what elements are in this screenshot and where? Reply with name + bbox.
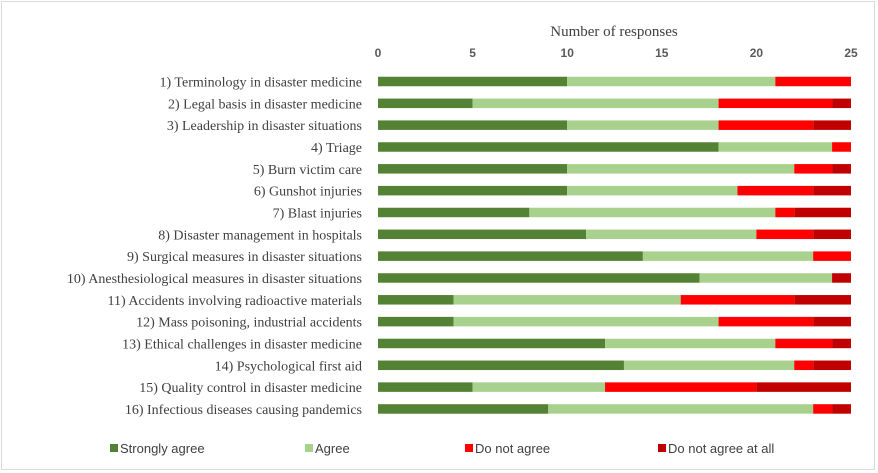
bar-segment: [378, 316, 454, 327]
legend-swatch: [658, 444, 666, 452]
bar-segment: [642, 251, 814, 261]
bar-segment: [453, 295, 681, 305]
bar-segment: [378, 185, 568, 196]
bar-segment: [832, 98, 851, 109]
legend-label: Agree: [315, 441, 350, 456]
bar-segment: [775, 207, 795, 218]
x-tick-label: 25: [844, 46, 858, 60]
bar-segment: [813, 316, 851, 327]
bar-segment: [737, 185, 814, 196]
bar-segment: [378, 76, 568, 87]
x-tick-label: 10: [561, 46, 575, 60]
category-label: 13) Ethical challenges in disaster medic…: [122, 337, 362, 352]
legend-swatch: [465, 444, 473, 452]
category-label: 12) Mass poisoning, industrial accidents: [136, 316, 362, 331]
legend-swatch: [110, 444, 118, 452]
bar-segment: [586, 229, 757, 240]
category-label: 9) Surgical measures in disaster situati…: [127, 250, 362, 265]
category-label: 2) Legal basis in disaster medicine: [168, 97, 362, 112]
bar-segment: [567, 164, 795, 174]
bar-segment: [699, 273, 833, 283]
bar-segment: [378, 404, 549, 414]
category-label: 15) Quality control in disaster medicine: [139, 381, 362, 396]
bar-segment: [605, 382, 757, 392]
bar-segment: [378, 360, 624, 371]
bar-segment: [775, 338, 833, 349]
bar-segment: [832, 338, 851, 349]
bar-segment: [775, 76, 851, 87]
bar-segment: [605, 338, 776, 349]
legend-label: Do not agree: [475, 441, 550, 456]
bar-segment: [472, 382, 606, 392]
category-label: 3) Leadership in disaster situations: [167, 119, 362, 134]
legend-swatch: [305, 444, 313, 452]
bar-segment: [794, 295, 851, 305]
category-label: 6) Gunshot injuries: [254, 185, 362, 200]
category-label: 1) Terminology in disaster medicine: [160, 76, 363, 91]
bar-segment: [813, 229, 851, 240]
bar-segment: [718, 98, 833, 109]
bar-segment: [832, 164, 851, 174]
bar-segment: [548, 404, 814, 414]
category-label: 16) Infectious diseases causing pandemic…: [125, 403, 362, 418]
legend-label: Do not agree at all: [668, 441, 774, 456]
bars: [378, 76, 851, 414]
bar-segment: [813, 360, 851, 371]
bar-segment: [832, 273, 851, 283]
bar-segment: [794, 360, 814, 371]
bar-segment: [813, 120, 851, 130]
bar-segment: [832, 404, 851, 414]
bar-segment: [453, 316, 719, 327]
x-axis-ticks: 0 5 10 15 20 25: [375, 46, 858, 60]
category-label: 11) Accidents involving radioactive mate…: [107, 294, 362, 309]
bar-segment: [718, 316, 814, 327]
bar-segment: [378, 295, 454, 305]
legend: Strongly agree Agree Do not agree Do not ag…: [110, 441, 774, 456]
bar-segment: [813, 185, 851, 196]
x-tick-label: 15: [655, 46, 669, 60]
bar-segment: [680, 295, 795, 305]
bar-segment: [794, 164, 833, 174]
category-label: 14) Psychological first aid: [215, 359, 362, 374]
bar-segment: [378, 273, 700, 283]
category-label: 8) Disaster management in hospitals: [158, 228, 362, 243]
category-label: 5) Burn victim care: [253, 163, 362, 178]
bar-segment: [472, 98, 719, 109]
x-tick-label: 20: [750, 46, 764, 60]
bar-segment: [378, 251, 643, 261]
bar-segment: [378, 382, 473, 392]
bar-segment: [623, 360, 795, 371]
bar-segment: [378, 229, 587, 240]
x-axis-title: Number of responses: [550, 24, 678, 40]
bar-segment: [718, 120, 814, 130]
bar-segment: [378, 207, 530, 218]
bar-segment: [567, 185, 738, 196]
x-tick-label: 5: [469, 46, 476, 60]
category-label: 10) Anesthesiological measures in disast…: [67, 272, 362, 287]
x-tick-label: 0: [375, 46, 382, 60]
bar-segment: [756, 229, 814, 240]
bar-segment: [794, 207, 851, 218]
bar-segment: [832, 142, 851, 152]
bar-segment: [378, 120, 568, 130]
bar-segment: [756, 382, 851, 392]
bar-segment: [378, 142, 719, 152]
legend-label: Strongly agree: [120, 441, 205, 456]
category-label: 4) Triage: [311, 141, 362, 156]
bar-segment: [378, 98, 473, 109]
bar-segment: [378, 338, 606, 349]
category-labels: 1) Terminology in disaster medicine 2) Le…: [67, 76, 362, 418]
bar-segment: [813, 251, 851, 261]
bar-segment: [378, 164, 568, 174]
bar-segment: [567, 120, 719, 130]
bar-segment: [529, 207, 776, 218]
category-label: 7) Blast injuries: [273, 206, 362, 221]
bar-segment: [813, 404, 833, 414]
bar-segment: [567, 76, 776, 87]
bar-segment: [718, 142, 833, 152]
